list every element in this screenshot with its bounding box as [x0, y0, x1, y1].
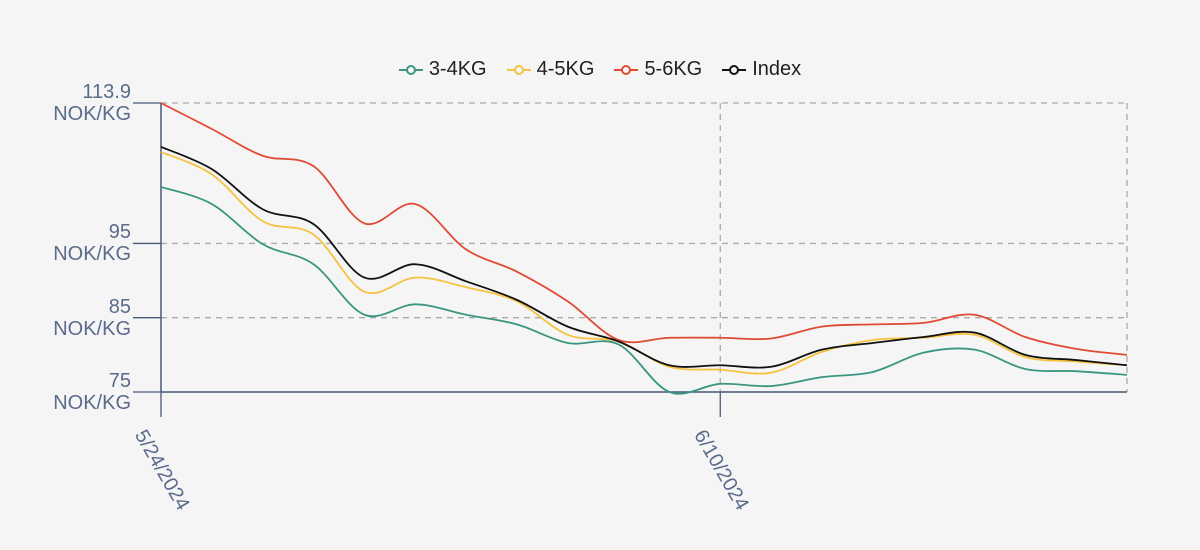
series-line	[160, 186, 1128, 395]
x-tick-label: 5/24/2024	[130, 426, 194, 514]
legend-label: 3-4KG	[428, 58, 487, 80]
legend-swatch	[506, 64, 531, 75]
legend-swatch-dot	[729, 64, 740, 75]
series-line	[160, 102, 1128, 356]
legend-label: 5-6KG	[644, 58, 703, 80]
x-tick-label: 6/10/2024	[689, 426, 753, 514]
legend-label: 4-5KG	[536, 58, 595, 80]
y-tick-label: 95 NOK/KG	[53, 221, 131, 266]
legend-swatch-dot	[513, 64, 524, 75]
legend-label: Index	[752, 58, 802, 80]
legend-swatch	[614, 64, 639, 75]
y-tick-label: 85 NOK/KG	[53, 295, 131, 340]
series-line	[160, 146, 1128, 369]
legend-item: 3-4KG	[398, 58, 487, 81]
legend-swatch-dot	[621, 64, 632, 75]
legend-swatch	[398, 64, 423, 75]
legend-swatch-dot	[405, 64, 416, 75]
y-tick-label: 75 NOK/KG	[53, 370, 131, 414]
legend-swatch	[722, 64, 747, 75]
legend-item: Index	[722, 58, 801, 81]
legend: 3-4KG 4-5KG 5-6KG Index	[0, 58, 1200, 81]
legend-item: 5-6KG	[614, 58, 702, 81]
legend-item: 4-5KG	[506, 58, 595, 81]
y-tick-label: 113.9 NOK/KG	[53, 81, 131, 125]
